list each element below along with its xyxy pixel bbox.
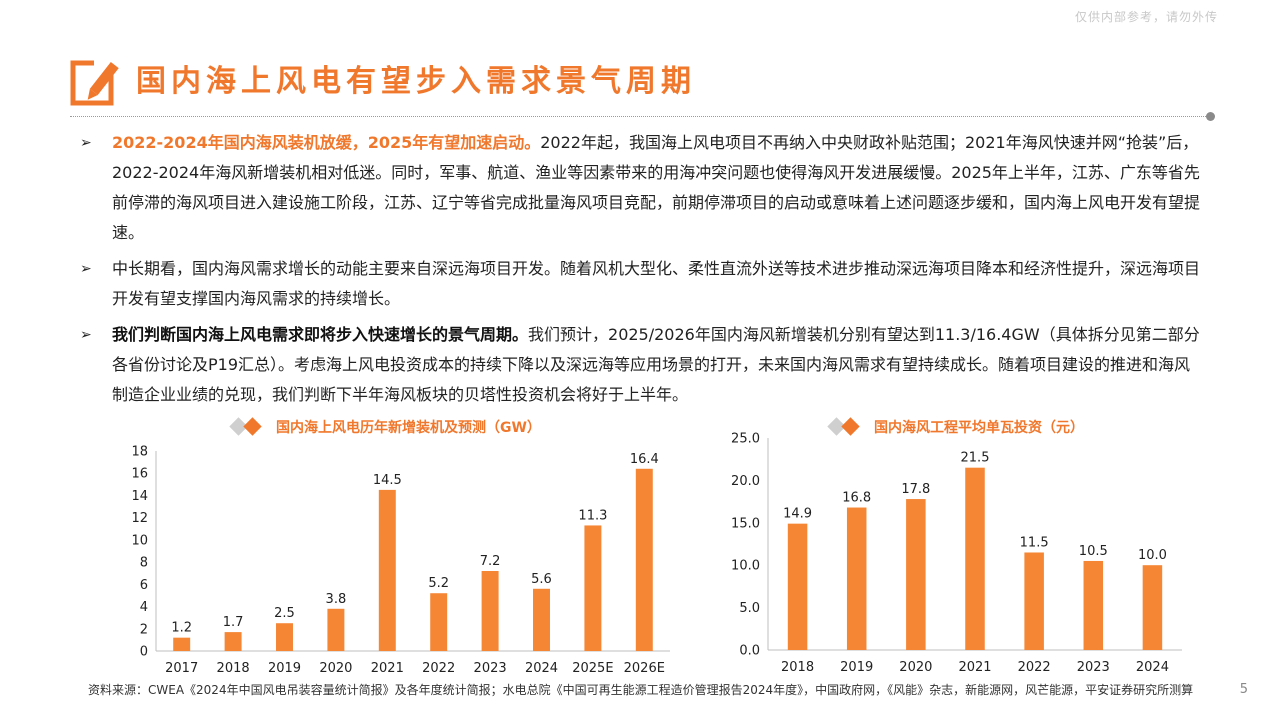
title-divider xyxy=(70,116,1208,117)
bar xyxy=(1083,560,1104,650)
page-number: 5 xyxy=(1239,682,1248,697)
data-label: 10.0 xyxy=(1138,548,1167,563)
arrow-bullet-icon: ➢ xyxy=(80,135,92,151)
x-tick-label: 2025E xyxy=(572,661,613,676)
chart-title-text: 国内海风工程平均单瓦投资（元） xyxy=(874,420,1084,436)
x-tick-label: 2024 xyxy=(1136,660,1169,675)
data-label: 16.8 xyxy=(842,491,871,506)
x-tick-label: 2020 xyxy=(319,661,352,676)
y-tick-label: 18 xyxy=(131,445,148,460)
bar xyxy=(584,525,602,651)
data-label: 11.5 xyxy=(1020,535,1049,550)
pencil-edit-icon xyxy=(70,58,119,106)
source-note: 资料来源：CWEA《2024年中国风电吊装容量统计简报》及各年度统计简报；水电总… xyxy=(88,683,1194,697)
bar xyxy=(787,523,808,650)
data-label: 5.2 xyxy=(428,576,449,591)
y-tick-label: 25.0 xyxy=(731,432,760,447)
data-label: 1.2 xyxy=(171,621,192,636)
bar xyxy=(430,593,448,651)
cost-bar-chart: 0.0 5.0 10.0 15.0 20.0 25.0 14.9 2018 16.8 2019 17… xyxy=(731,432,1182,675)
y-tick-label: 14 xyxy=(131,489,148,504)
bullet-body: 2022年起，我国海上风电项目不再纳入中央财政补贴范围；2021年海风快速并网“… xyxy=(112,133,1201,242)
diamond-marker-icon xyxy=(228,416,270,438)
chart-title-capacity: 国内海上风电历年新增装机及预测（GW） xyxy=(228,416,541,438)
bar xyxy=(1142,565,1163,650)
chart-title-text: 国内海上风电历年新增装机及预测（GW） xyxy=(276,420,541,436)
bar xyxy=(635,468,653,651)
page-title: 国内海上风电有望步入需求景气周期 xyxy=(136,64,696,99)
bar xyxy=(224,632,242,651)
y-tick-label: 20.0 xyxy=(731,474,760,489)
bar xyxy=(327,608,345,651)
y-tick-label: 8 xyxy=(140,556,148,571)
x-tick-label: 2019 xyxy=(268,661,301,676)
x-tick-label: 2020 xyxy=(899,660,932,675)
arrow-bullet-icon: ➢ xyxy=(80,261,92,277)
chart-title-cost: 国内海风工程平均单瓦投资（元） xyxy=(826,416,1084,438)
y-tick-label: 0.0 xyxy=(739,644,760,659)
y-tick-label: 6 xyxy=(140,578,148,593)
x-tick-label: 2019 xyxy=(840,660,873,675)
x-tick-label: 2024 xyxy=(525,661,558,676)
data-label: 3.8 xyxy=(326,592,347,607)
y-tick-label: 0 xyxy=(140,645,148,660)
data-label: 10.5 xyxy=(1079,544,1108,559)
bar xyxy=(481,571,499,651)
x-tick-label: 2026E xyxy=(624,661,665,676)
data-label: 7.2 xyxy=(480,554,501,569)
bullet-lead: 我们判断国内海上风电需求即将步入快速增长的景气周期。 xyxy=(112,325,529,344)
x-tick-label: 2023 xyxy=(1077,660,1110,675)
bar xyxy=(378,489,396,651)
bar xyxy=(276,623,293,651)
y-tick-label: 12 xyxy=(131,511,148,526)
data-label: 1.7 xyxy=(223,615,244,630)
data-label: 21.5 xyxy=(961,451,990,466)
arrow-bullet-icon: ➢ xyxy=(80,327,92,343)
bullet-item: ➢ 中长期看，国内海风需求增长的动能主要来自深远海项目开发。随着风机大型化、柔性… xyxy=(80,254,1200,314)
bar xyxy=(906,499,926,650)
bar xyxy=(846,507,867,650)
y-tick-label: 10.0 xyxy=(731,559,760,574)
bullet-lead: 2022-2024年国内海风装机放缓，2025年有望加速启动。 xyxy=(112,133,541,152)
bullet-list: ➢ 2022-2024年国内海风装机放缓，2025年有望加速启动。2022年起，… xyxy=(80,128,1200,416)
bar xyxy=(1024,552,1044,650)
data-label: 11.3 xyxy=(578,508,607,523)
bullet-body: 我们预计，2025/2026年国内海风新增装机分别有望达到11.3/16.4GW… xyxy=(112,325,1200,404)
y-tick-label: 2 xyxy=(140,622,148,637)
y-tick-label: 15.0 xyxy=(731,516,760,531)
y-tick-label: 4 xyxy=(140,600,148,615)
x-tick-label: 2017 xyxy=(165,661,198,676)
data-label: 14.5 xyxy=(373,473,402,488)
data-label: 2.5 xyxy=(274,606,295,621)
x-tick-label: 2018 xyxy=(217,661,250,676)
x-tick-label: 2018 xyxy=(781,660,814,675)
y-tick-label: 16 xyxy=(131,467,148,482)
capacity-bar-chart: 0 2 4 6 8 10 12 14 16 18 1.2 2017 1.7 2018 2.5 2019 3.8 2… xyxy=(131,445,670,676)
bar xyxy=(965,467,985,650)
bullet-item: ➢ 2022-2024年国内海风装机放缓，2025年有望加速启动。2022年起，… xyxy=(80,128,1200,248)
y-tick-label: 10 xyxy=(131,533,148,548)
y-tick-label: 5.0 xyxy=(739,601,760,616)
bullet-body: 中长期看，国内海风需求增长的动能主要来自深远海项目开发。随着风机大型化、柔性直流… xyxy=(112,259,1201,308)
data-label: 5.6 xyxy=(531,572,552,587)
watermark: 仅供内部参考，请勿外传 xyxy=(1074,10,1218,24)
x-tick-label: 2023 xyxy=(474,661,507,676)
bar xyxy=(173,637,191,651)
x-tick-label: 2022 xyxy=(422,661,455,676)
data-label: 17.8 xyxy=(901,482,930,497)
divider-end-dot xyxy=(1206,112,1215,121)
x-tick-label: 2021 xyxy=(958,660,991,675)
data-label: 16.4 xyxy=(630,452,659,467)
x-tick-label: 2021 xyxy=(371,661,404,676)
x-tick-label: 2022 xyxy=(1018,660,1051,675)
bullet-item: ➢ 我们判断国内海上风电需求即将步入快速增长的景气周期。我们预计，2025/20… xyxy=(80,320,1200,410)
bar xyxy=(533,588,550,651)
data-label: 14.9 xyxy=(783,507,812,522)
